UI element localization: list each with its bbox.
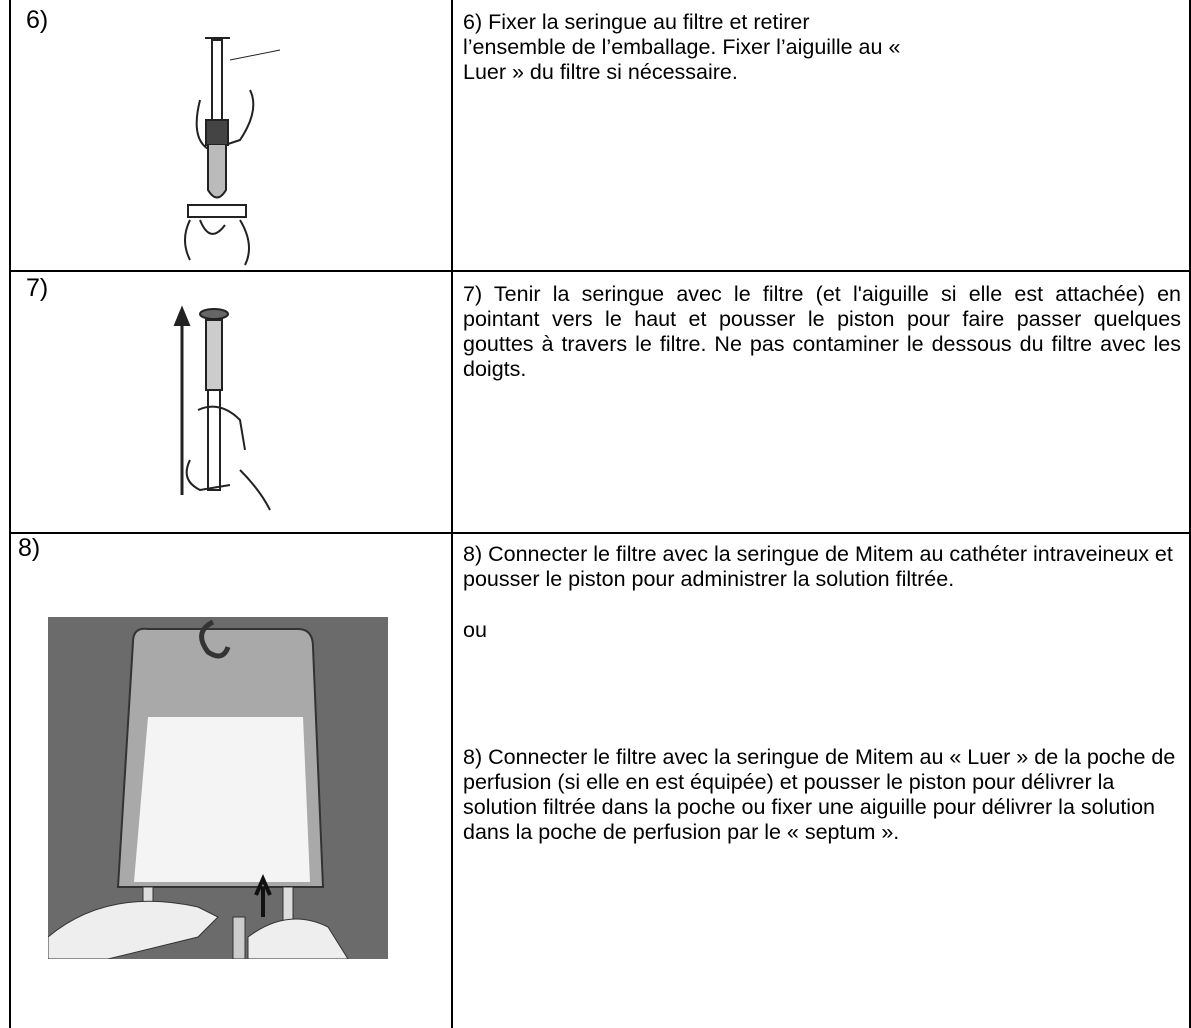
step-label: 6)	[26, 6, 49, 34]
paragraph: 6) Fixer la seringue au filtre et retire…	[463, 10, 901, 84]
border	[9, 532, 1191, 534]
border	[9, 270, 1191, 272]
syringe-illustration	[173, 305, 271, 511]
border	[9, 0, 11, 1028]
infusion-bag-illustration	[48, 617, 388, 959]
paragraph: 8) Connecter le filtre avec la seringue …	[463, 745, 1176, 844]
border	[451, 0, 453, 1028]
paragraph: 7) Tenir la seringue avec le filtre (et …	[463, 282, 1181, 381]
step-label: 8)	[18, 534, 41, 562]
paragraph: ou	[463, 618, 487, 642]
syringe-illustration	[184, 37, 281, 266]
step-label: 7)	[26, 274, 49, 302]
paragraph: 8) Connecter le filtre avec la seringue …	[463, 542, 1173, 591]
border	[1189, 0, 1191, 1028]
instruction: 8) Connecter le filtre avec la seringue …	[463, 542, 1181, 845]
instruction: 6) Fixer la seringue au filtre et retire…	[463, 10, 913, 85]
instruction: 7) Tenir la seringue avec le filtre (et …	[463, 282, 1181, 382]
